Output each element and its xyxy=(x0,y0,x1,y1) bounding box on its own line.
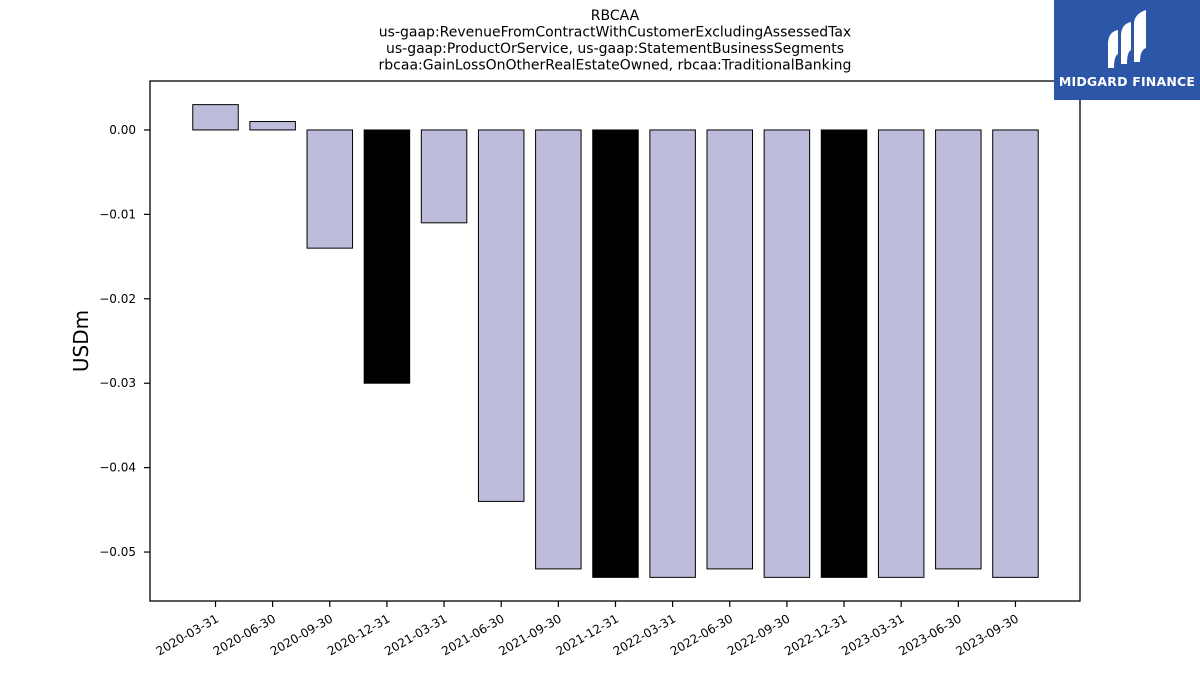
y-tick-label: −0.02 xyxy=(99,292,136,306)
bar-2020-12-31 xyxy=(363,129,411,384)
bar-2021-06-30 xyxy=(477,129,525,502)
bar-2023-09-30 xyxy=(992,129,1039,578)
x-tick-label: 2020-12-31 xyxy=(325,611,392,658)
y-axis-label: USDm xyxy=(69,310,93,372)
x-tick-label: 2021-12-31 xyxy=(554,611,621,658)
chart-title-line-1: RBCAA xyxy=(591,8,640,24)
bar-2020-09-30 xyxy=(306,129,354,249)
chart-title: RBCAA us-gaap:RevenueFromContractWithCus… xyxy=(379,8,852,74)
y-tick-label: −0.01 xyxy=(99,207,136,221)
y-tick-label: −0.04 xyxy=(99,461,136,475)
y-axis: 0.00 −0.01 −0.02 −0.03 −0.04 −0.05 xyxy=(99,123,150,559)
brand-name: MIDGARD FINANCE xyxy=(1058,74,1196,89)
x-tick-label: 2022-03-31 xyxy=(611,611,678,658)
x-tick-label: 2022-09-30 xyxy=(725,611,792,658)
y-tick-label: 0.00 xyxy=(109,123,136,137)
x-tick-label: 2021-03-31 xyxy=(382,611,449,658)
x-tick-label: 2020-03-31 xyxy=(154,611,221,658)
bar-2022-09-30 xyxy=(763,129,811,578)
chart-title-line-3: us-gaap:ProductOrService, us-gaap:Statem… xyxy=(386,41,844,57)
x-tick-label: 2020-09-30 xyxy=(268,611,335,658)
brand-logo: MIDGARD FINANCE xyxy=(1054,0,1200,100)
x-tick-label: 2023-09-30 xyxy=(954,611,1021,658)
x-tick-label: 2022-12-31 xyxy=(782,611,849,658)
bar-2021-12-31 xyxy=(592,129,639,578)
y-tick-label: −0.03 xyxy=(99,376,136,390)
x-axis: 2020-03-312020-06-302020-09-302020-12-31… xyxy=(154,601,1021,658)
bar-series xyxy=(192,104,1039,578)
chart-title-line-2: us-gaap:RevenueFromContractWithCustomerE… xyxy=(379,25,851,41)
x-tick-label: 2020-06-30 xyxy=(211,611,278,658)
x-tick-label: 2022-06-30 xyxy=(668,611,735,658)
bar-2020-06-30 xyxy=(249,121,296,131)
bar-2020-03-31 xyxy=(192,104,239,131)
bar-2021-03-31 xyxy=(420,129,468,224)
bar-2022-06-30 xyxy=(706,129,754,570)
bar-2022-12-31 xyxy=(820,129,868,578)
x-tick-label: 2021-06-30 xyxy=(439,611,506,658)
bar-2023-06-30 xyxy=(935,129,982,570)
plot-frame xyxy=(149,80,1081,602)
x-tick-label: 2021-09-30 xyxy=(496,611,563,658)
bar-2023-03-31 xyxy=(877,129,925,578)
bar-2021-09-30 xyxy=(535,129,582,570)
x-tick-label: 2023-03-31 xyxy=(839,611,906,658)
bar-2022-03-31 xyxy=(649,129,696,578)
y-tick-label: −0.05 xyxy=(99,545,136,559)
x-tick-label: 2023-06-30 xyxy=(896,611,963,658)
chart-title-line-4: rbcaa:GainLossOnOtherRealEstateOwned, rb… xyxy=(379,58,852,74)
midgard-logo-icon xyxy=(1108,10,1146,68)
